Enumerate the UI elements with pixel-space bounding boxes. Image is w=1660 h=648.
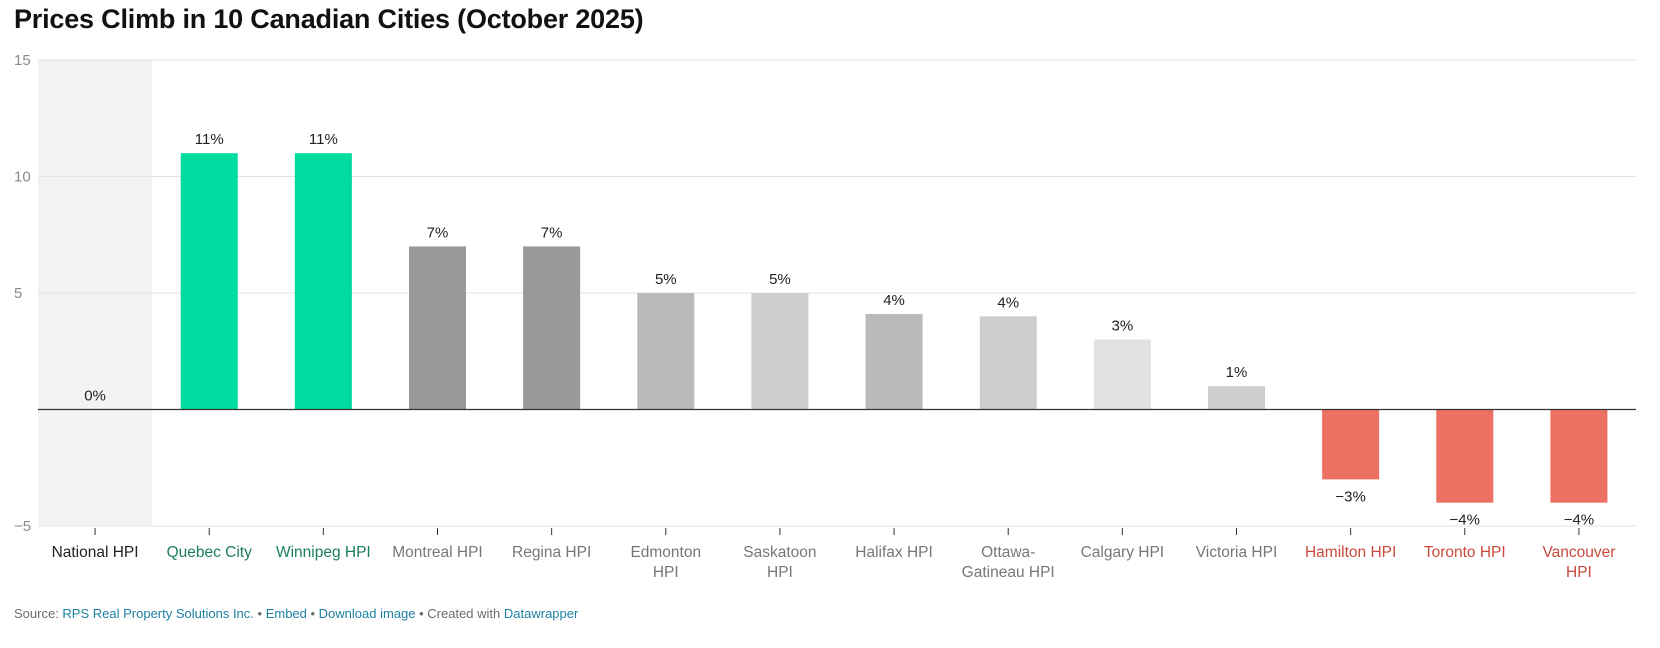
data-label: −3%: [1335, 488, 1365, 505]
y-tick-label: 10: [14, 169, 31, 186]
x-tick-label: Victoria HPI: [1196, 544, 1278, 561]
bar: [1093, 339, 1151, 410]
x-tick-label: HPI: [1566, 564, 1592, 581]
data-label: 4%: [883, 292, 905, 309]
data-label: 5%: [769, 271, 791, 288]
x-tick-label: HPI: [653, 564, 679, 581]
bar: [979, 316, 1037, 410]
data-label: −4%: [1450, 512, 1480, 529]
x-tick-label: Edmonton: [630, 544, 701, 561]
data-label: 11%: [195, 131, 224, 148]
datawrapper-link[interactable]: Datawrapper: [503, 606, 579, 621]
download-image-link[interactable]: Download image: [318, 606, 416, 621]
bar: [637, 293, 695, 410]
x-tick-label: National HPI: [52, 544, 139, 561]
x-tick-label: Saskatoon: [743, 544, 816, 561]
x-tick-label: Vancouver: [1542, 544, 1615, 561]
x-tick-label: Ottawa-: [981, 544, 1035, 561]
data-label: 0%: [84, 388, 106, 405]
data-label: 1%: [1226, 364, 1248, 381]
x-tick-label: Regina HPI: [512, 544, 591, 561]
x-tick-label: HPI: [767, 564, 793, 581]
source-prefix: Source:: [14, 606, 63, 621]
x-tick-label: Montreal HPI: [392, 544, 482, 561]
y-tick-label: 15: [14, 52, 31, 69]
bar: [865, 313, 923, 410]
bar: [294, 153, 352, 410]
x-tick-label: Winnipeg HPI: [276, 544, 371, 561]
footer-separator: •: [253, 606, 266, 621]
bar: [1208, 386, 1265, 410]
x-tick-label: Hamilton HPI: [1305, 544, 1396, 561]
chart-title: Prices Climb in 10 Canadian Cities (Octo…: [14, 4, 644, 34]
x-tick-label: Toronto HPI: [1424, 544, 1506, 561]
footer-separator: • Created with: [415, 606, 504, 621]
bar: [1550, 409, 1608, 503]
data-label: 5%: [655, 271, 677, 288]
y-tick-label: −5: [14, 518, 31, 535]
y-tick-label: 5: [14, 285, 22, 302]
data-label: 7%: [427, 224, 449, 241]
x-tick-label: Quebec City: [167, 544, 253, 561]
data-label: 4%: [997, 294, 1019, 311]
x-tick-label: Gatineau HPI: [962, 564, 1055, 581]
bar: [180, 153, 238, 410]
embed-link[interactable]: Embed: [265, 606, 307, 621]
data-label: −4%: [1564, 512, 1594, 529]
bar: [751, 293, 809, 410]
x-tick-label: Calgary HPI: [1081, 544, 1165, 561]
bar: [523, 246, 581, 410]
source-link[interactable]: RPS Real Property Solutions Inc.: [62, 606, 254, 621]
x-tick-label: Halifax HPI: [855, 544, 933, 561]
bar: [409, 246, 466, 410]
data-label: 3%: [1112, 318, 1134, 335]
bar: [1436, 409, 1494, 503]
data-label: 11%: [309, 131, 338, 148]
footer-separator: •: [306, 606, 319, 621]
chart-footer: Source: RPS Real Property Solutions Inc.…: [14, 606, 578, 621]
bar-chart: 15 10 5 −5 0% 11% 11% 7% 7% 5% 5% 4% 4% 3% 1% −3% −4% −4%…: [14, 52, 1636, 581]
bar: [1322, 409, 1380, 480]
data-label: 7%: [541, 224, 563, 241]
